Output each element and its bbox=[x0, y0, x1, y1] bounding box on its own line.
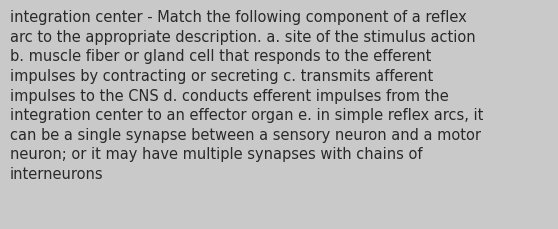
Text: integration center - Match the following component of a reflex
arc to the approp: integration center - Match the following… bbox=[10, 10, 483, 181]
